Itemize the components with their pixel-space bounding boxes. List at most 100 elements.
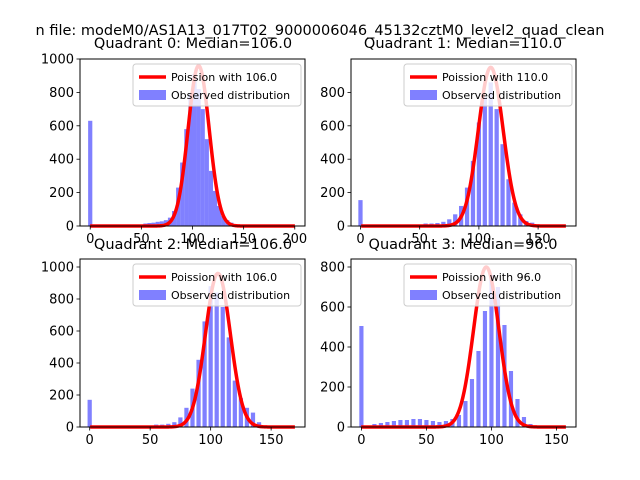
histogram-bar [88,120,93,226]
histogram-bar [506,179,511,226]
x-tick-label: 100 [466,232,491,247]
histogram-bar [214,292,219,427]
y-tick-label: 800 [49,86,74,101]
y-tick-label: 0 [66,421,74,436]
histogram-bar [441,221,446,226]
histogram-bar [515,399,520,427]
legend-box [132,63,302,107]
histogram-bar [358,200,363,226]
histogram-bar [178,417,183,427]
x-tick-label: 0 [86,433,94,448]
panel-1-title: Quadrant 1: Median=110.0 [363,36,563,52]
histogram-bar [155,221,160,226]
y-tick-label: 200 [320,381,345,396]
axes-frame [79,258,306,428]
x-tick-label: 50 [133,232,150,247]
y-tick-label: 600 [49,119,74,134]
y-tick-label: 200 [49,389,74,404]
y-tick-label: 1000 [41,53,74,68]
x-tick-label: 150 [526,232,551,247]
legend-label-observed: Observed distribution [442,89,561,102]
y-tick-label: 600 [320,301,345,316]
histogram-bar [482,97,487,226]
histogram-bar [180,162,185,226]
histogram-bar [250,412,256,427]
y-tick-label: 400 [320,153,345,168]
histogram-bar [208,170,214,226]
y-tick-label: 200 [320,186,345,201]
y-tick-label: 0 [337,220,345,235]
histogram-bar [469,379,475,427]
legend-bar-swatch [139,290,166,300]
y-tick-label: 800 [320,86,345,101]
histogram-bar [204,139,209,226]
x-tick-label: 50 [142,433,159,448]
histogram-bar [184,129,189,226]
legend-label-observed: Observed distribution [442,289,561,302]
histogram-bar [476,122,482,226]
axes-frame [350,258,577,428]
histogram-bar [216,205,222,226]
histogram-bar [463,401,468,427]
panel-3: 0 50 100 150 0 200 400 600 800 Poission with 96.0… [320,258,577,448]
legend-label-poisson: Poission with 110.0 [442,71,548,84]
histogram-bar [212,190,218,226]
histogram-bar [172,422,177,427]
histogram-bar [238,398,244,427]
legend-box [403,63,573,107]
x-tick-label: 50 [411,232,428,247]
histogram-bar [378,423,383,427]
x-tick-label: 100 [479,433,504,448]
histogram-bar [476,351,481,427]
y-tick-label: 600 [320,119,345,134]
y-tick-label: 0 [337,421,345,436]
histogram-bar [385,422,390,427]
histogram-bar [464,187,470,226]
legend-bar-swatch [410,90,437,100]
x-tick-label: 50 [418,433,435,448]
histogram-bar [196,89,201,226]
histogram-bar [437,422,442,427]
y-tick-label: 600 [49,325,74,340]
y-tick-label: 400 [320,341,345,356]
histogram-bar [87,399,92,427]
histogram-bar [411,419,416,427]
histogram-bar [494,109,499,226]
histogram-bar [398,420,403,427]
legend-label-poisson: Poission with 96.0 [442,271,541,284]
histogram-bar [391,421,396,427]
histogram-bar [196,359,201,427]
legend-box [132,263,302,307]
histogram-bar [521,417,527,427]
histogram-bar [404,420,410,427]
legend-label-poisson: Poission with 106.0 [171,71,277,84]
histogram-bar [188,94,193,226]
histogram-bar [226,337,231,427]
y-tick-label: 0 [66,220,74,235]
legend-label-observed: Observed distribution [171,289,290,302]
panel-2: 0 50 100 150 0 200 400 600 800 1000 Poission with … [41,258,306,448]
x-tick-label: 0 [357,433,365,448]
histogram-bar [453,214,458,226]
panel-2-title: Quadrant 2: Median=106.0 [93,237,293,253]
legend-bar-swatch [139,90,166,100]
x-tick-label: 200 [282,232,307,247]
y-tick-label: 1000 [41,261,74,276]
panel-1: 0 50 100 150 0 200 400 600 800 Poission with 110.… [320,58,577,247]
legend-box [403,263,573,307]
y-tick-label: 400 [49,357,74,372]
y-tick-label: 200 [49,186,74,201]
histogram-bar [443,421,449,427]
histogram-bar [417,419,423,427]
x-tick-label: 150 [259,433,284,448]
histogram-bar [232,380,237,427]
histogram-bar [456,415,462,427]
x-tick-label: 150 [544,433,569,448]
histogram-bar [500,144,505,226]
histogram-bar [359,326,364,427]
histogram-bar [221,215,226,226]
y-tick-label: 800 [320,261,345,276]
x-tick-label: 100 [180,232,205,247]
histogram-bar [220,307,225,427]
